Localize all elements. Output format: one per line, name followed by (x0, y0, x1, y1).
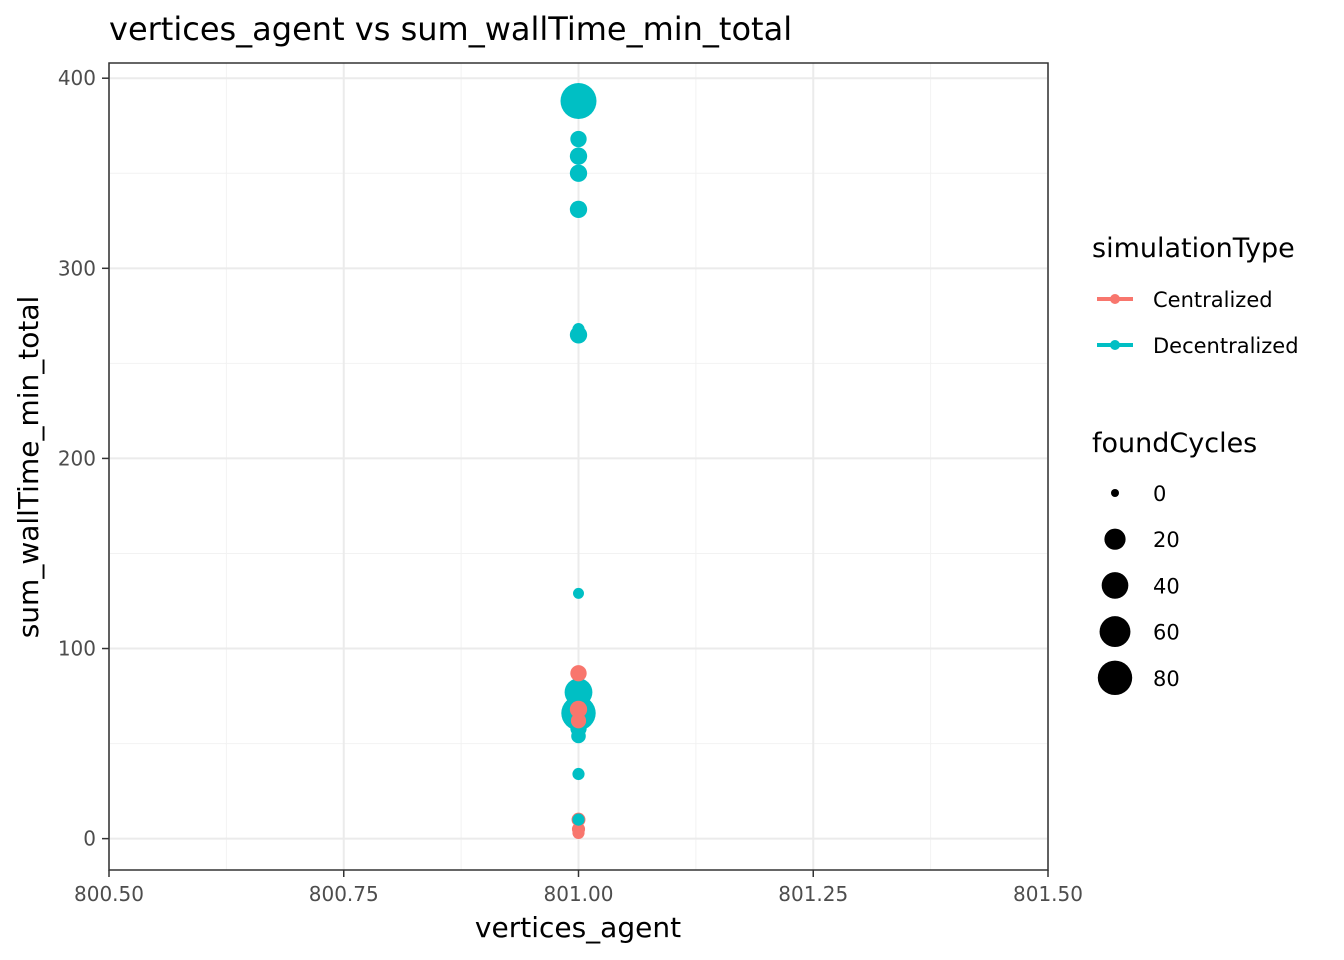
size-legend-key (1104, 528, 1126, 550)
size-legend-label: 20 (1153, 528, 1180, 552)
x-tick-label: 801.00 (544, 882, 614, 906)
data-point-decentralized (560, 83, 597, 120)
y-axis-ticks: 0 100 200 300 400 (58, 66, 109, 851)
x-tick-label: 801.50 (1013, 882, 1083, 906)
x-axis-title: vertices_agent (475, 911, 681, 944)
data-point-decentralized (569, 147, 588, 165)
size-legend-key (1111, 489, 1119, 497)
data-point-decentralized (572, 813, 585, 826)
data-point-decentralized (569, 164, 588, 182)
size-legend-entries: 0 20 40 60 80 (1097, 482, 1180, 695)
data-point-decentralized (564, 678, 593, 707)
x-axis-ticks: 800.50 800.75 801.00 801.25 801.50 (74, 870, 1083, 906)
data-point-centralized (569, 700, 588, 719)
data-point-decentralized (572, 323, 585, 336)
y-axis-title: sum_wallTime_min_total (12, 296, 45, 639)
size-legend-title: foundCycles (1092, 428, 1257, 459)
data-points (560, 83, 597, 840)
x-tick-label: 800.50 (74, 882, 144, 906)
y-tick-label: 300 (58, 256, 96, 280)
y-tick-label: 400 (58, 66, 96, 90)
plot-panel (108, 62, 1049, 871)
legend-label: Centralized (1153, 288, 1273, 312)
y-tick-label: 200 (58, 446, 96, 470)
data-point-centralized (570, 665, 587, 682)
size-legend-label: 0 (1153, 482, 1166, 506)
data-point-decentralized (571, 728, 586, 744)
legend-label: Decentralized (1153, 334, 1299, 358)
data-point-decentralized (569, 200, 588, 219)
data-point-decentralized (573, 587, 584, 599)
size-legend-label: 60 (1153, 621, 1180, 645)
data-point-centralized (572, 826, 585, 840)
legend: simulationType CentralizedDecentralized … (1092, 233, 1299, 695)
size-legend-key (1101, 572, 1129, 599)
legend-key-point (1110, 294, 1120, 304)
data-point-decentralized (570, 130, 587, 148)
size-legend-key (1097, 660, 1133, 695)
x-tick-label: 800.75 (309, 882, 379, 906)
chart-title: vertices_agent vs sum_wallTime_min_total (109, 10, 792, 48)
y-tick-label: 100 (58, 637, 96, 661)
data-point-decentralized (572, 767, 585, 781)
x-tick-label: 801.25 (778, 882, 848, 906)
size-legend-key (1099, 616, 1131, 648)
size-legend-label: 40 (1153, 574, 1180, 598)
legend-key-point (1110, 340, 1120, 350)
data-point-centralized (570, 713, 587, 729)
size-legend-label: 80 (1153, 667, 1180, 691)
y-tick-label: 0 (83, 827, 96, 851)
color-legend-entries: Centralized Decentralized (1097, 288, 1299, 358)
color-legend-title: simulationType (1092, 233, 1295, 264)
